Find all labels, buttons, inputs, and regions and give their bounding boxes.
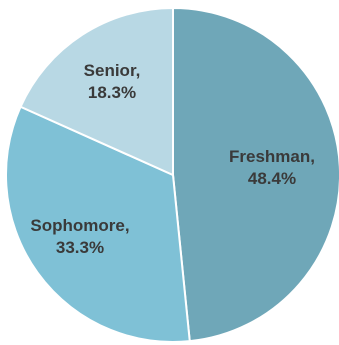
slice-label-value: 48.4%: [248, 169, 296, 188]
pie-slices: [5, 6, 339, 343]
pie-labels: Freshman, 48.4% Sophomore, 33.3% Senior, 18.3…: [30, 61, 315, 257]
slice-label-name: Senior,: [84, 61, 141, 80]
slice-label-value: 33.3%: [56, 238, 104, 257]
slice-label-name: Sophomore,: [30, 216, 129, 235]
pie-slice-senior: [19, 6, 174, 177]
slice-label-name: Freshman,: [229, 147, 315, 166]
pie-slice-freshman: [172, 6, 339, 343]
slice-label-value: 18.3%: [88, 83, 136, 102]
pie-slice-sophomore: [5, 105, 191, 343]
